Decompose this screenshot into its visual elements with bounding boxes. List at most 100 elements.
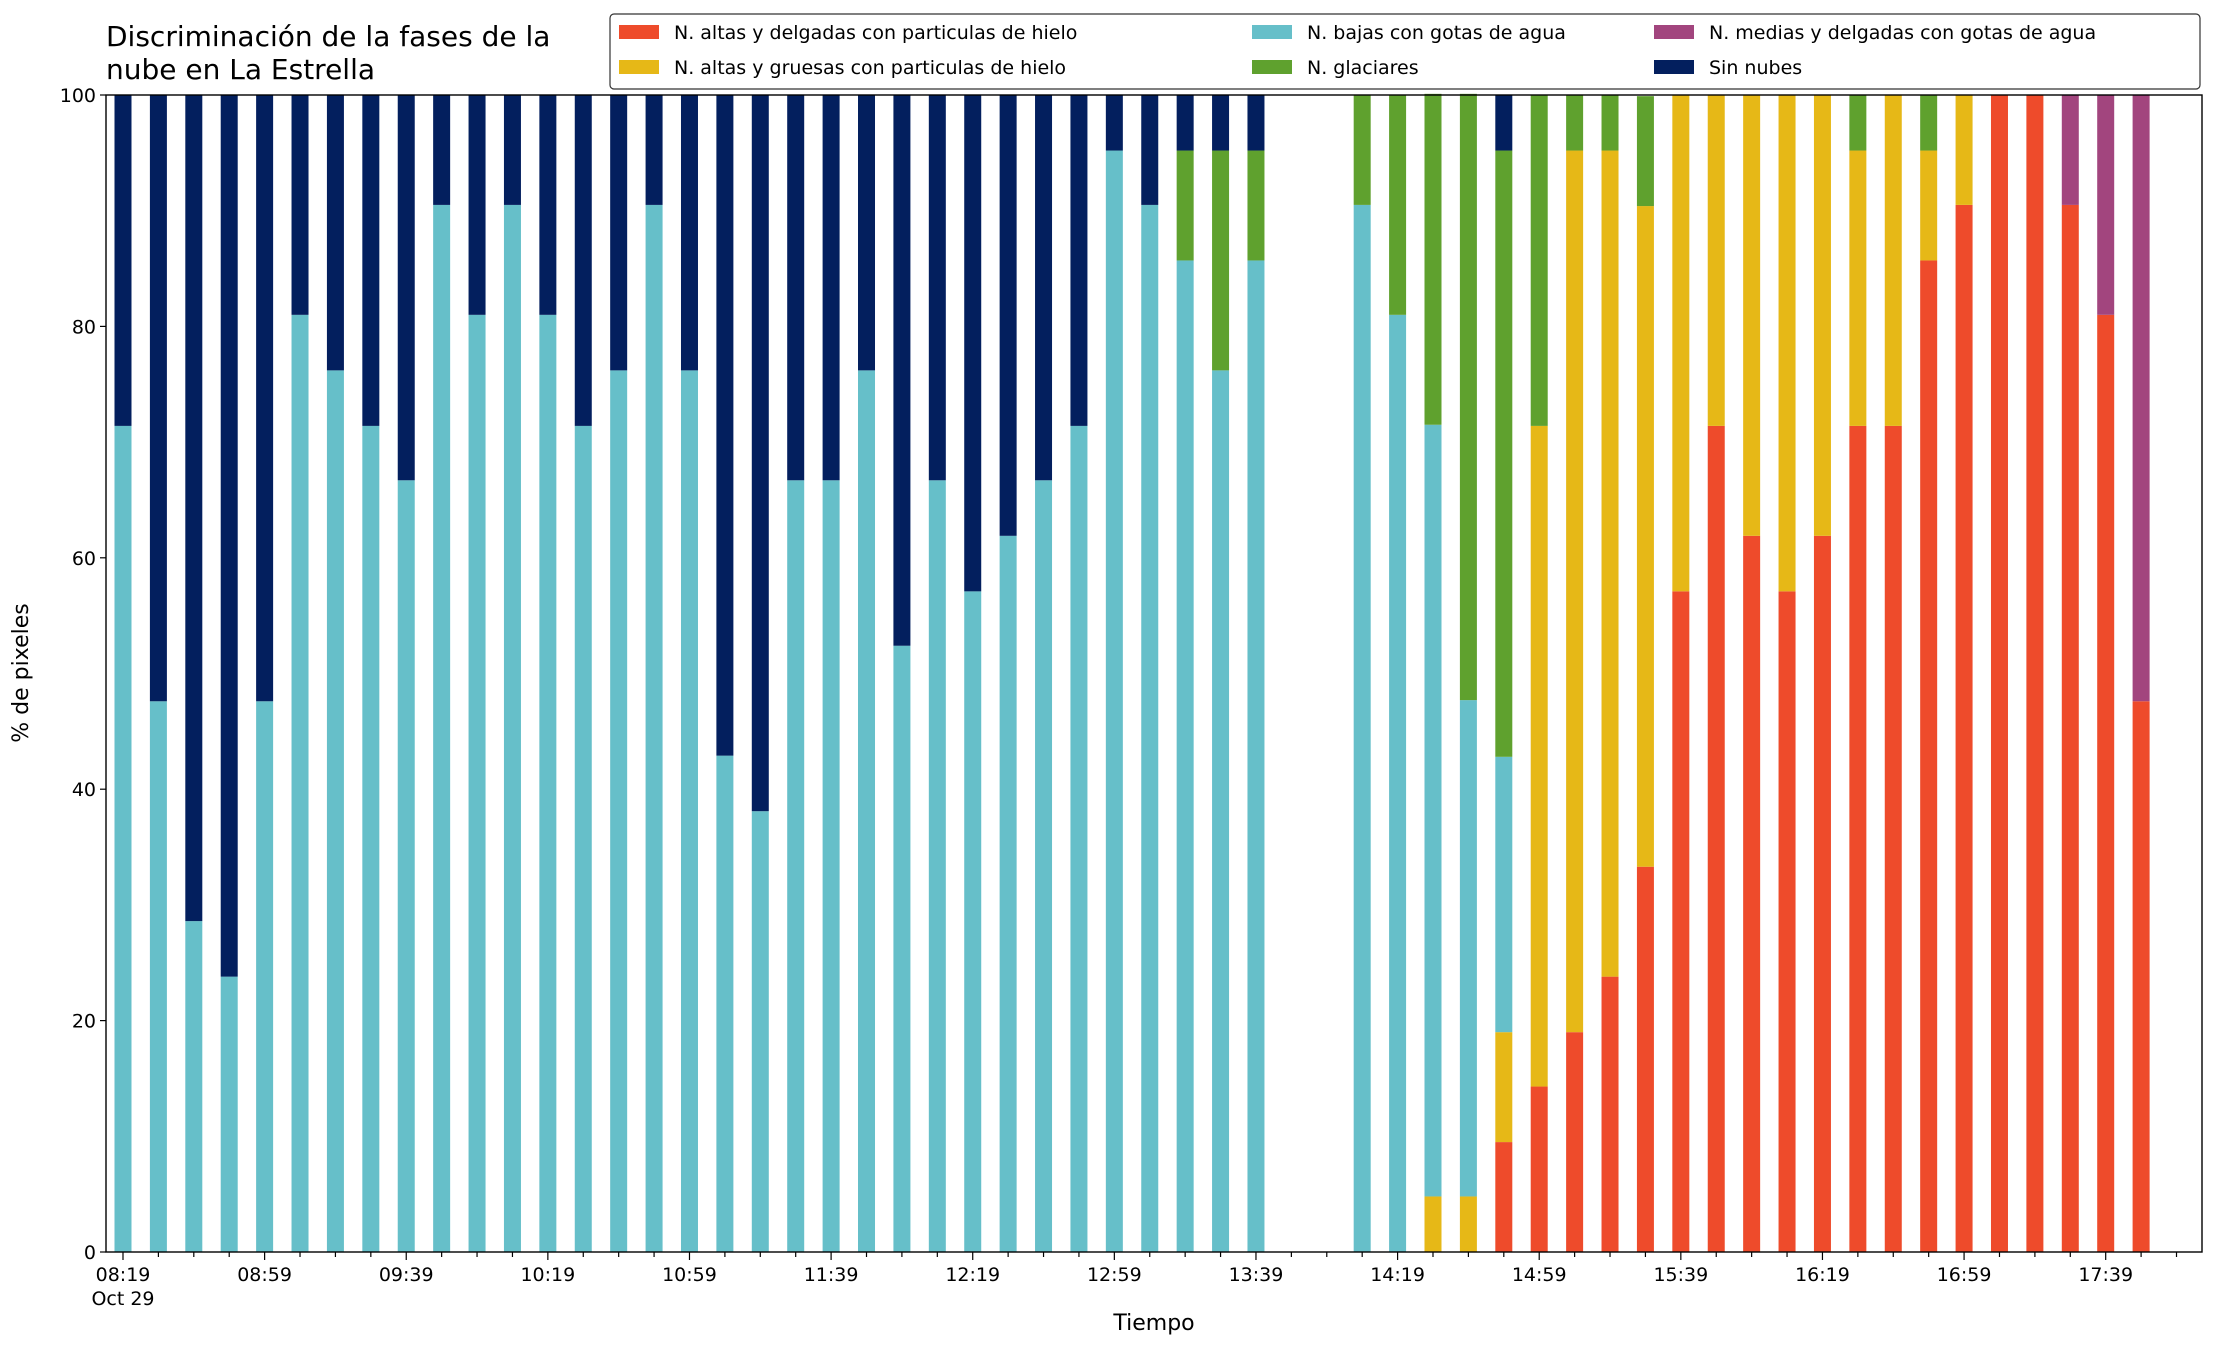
bar-segment xyxy=(1105,150,1123,1252)
legend-label: Sin nubes xyxy=(1709,57,1802,79)
bar-segment xyxy=(149,701,167,1252)
legend-swatch xyxy=(1654,60,1694,74)
bar-segment xyxy=(539,95,557,315)
bar-segment xyxy=(1813,95,1831,536)
bar-segment xyxy=(1247,150,1265,261)
bar-segment xyxy=(1495,150,1513,757)
bar-segment xyxy=(1353,204,1371,1252)
bar-segment xyxy=(291,95,309,315)
bar-segment xyxy=(928,95,946,481)
bar-segment xyxy=(787,95,805,481)
bar-segment xyxy=(610,370,628,1253)
legend-label: N. medias y delgadas con gotas de agua xyxy=(1709,22,2096,44)
bar-segment xyxy=(1566,150,1584,1033)
y-axis-label: % de pixeles xyxy=(9,603,34,742)
bar-segment xyxy=(1672,591,1690,1252)
x-tick-label: 14:59 xyxy=(1512,1264,1567,1286)
x-tick-label: 09:39 xyxy=(379,1264,434,1286)
bar-segment xyxy=(1636,96,1654,207)
bar-segment xyxy=(185,95,203,922)
bar-segment xyxy=(433,204,451,1252)
bar-segment xyxy=(1990,95,2008,1252)
bar-segment xyxy=(114,425,132,1253)
legend-swatch xyxy=(1252,25,1292,39)
bar-segment xyxy=(220,95,238,977)
bar-segment xyxy=(1176,95,1194,151)
bar-segment xyxy=(256,95,274,702)
x-axis-label: Tiempo xyxy=(1112,1311,1194,1336)
bar-segment xyxy=(1459,700,1477,1197)
bar-segment xyxy=(1070,425,1088,1253)
legend-label: N. glaciares xyxy=(1307,57,1419,79)
bar-segment xyxy=(2061,204,2079,1252)
x-date-label: Oct 29 xyxy=(91,1288,154,1310)
bar-segment xyxy=(893,645,911,1252)
x-tick-label: 11:39 xyxy=(804,1264,859,1286)
bar-segment xyxy=(574,95,592,426)
y-tick-label: 60 xyxy=(72,548,96,570)
bar-segment xyxy=(1389,95,1407,315)
legend: N. altas y delgadas con particulas de hi… xyxy=(609,13,2201,90)
x-tick-label: 16:19 xyxy=(1795,1264,1850,1286)
legend-label: N. altas y gruesas con particulas de hie… xyxy=(674,57,1066,79)
bar-segment xyxy=(1212,150,1230,371)
bar-segment xyxy=(999,535,1017,1252)
bar-segment xyxy=(1849,95,1867,151)
bar-segment xyxy=(1707,425,1725,1253)
x-tick-label: 08:59 xyxy=(237,1264,292,1286)
bar-segment xyxy=(362,95,380,426)
legend-swatch xyxy=(619,25,659,39)
bar-segment xyxy=(858,370,876,1253)
bar-segment xyxy=(1176,150,1194,261)
bar-segment xyxy=(149,95,167,702)
bar-segment xyxy=(468,95,486,315)
bar-segment xyxy=(1601,150,1619,977)
bar-segment xyxy=(1566,1032,1584,1252)
bar-segment xyxy=(220,976,238,1252)
bar-segment xyxy=(1530,1086,1548,1252)
bar-segment xyxy=(1955,95,1973,205)
bar-segment xyxy=(1495,1032,1513,1143)
x-tick-label: 10:19 xyxy=(520,1264,575,1286)
bar-segment xyxy=(1813,535,1831,1252)
bar-segment xyxy=(751,811,769,1252)
bar-segment xyxy=(2132,95,2150,702)
bar-segment xyxy=(645,95,663,205)
bar-segment xyxy=(1424,93,1442,425)
bar-segment xyxy=(893,95,911,646)
bar-segment xyxy=(1105,95,1123,151)
bar-segment xyxy=(1743,95,1761,536)
legend-swatch xyxy=(619,60,659,74)
bar-segment xyxy=(1920,150,1938,261)
bar-segment xyxy=(2061,95,2079,205)
bar-segment xyxy=(1849,150,1867,426)
bar-segment xyxy=(2026,95,2044,1252)
y-tick-label: 80 xyxy=(72,316,96,338)
y-tick-label: 0 xyxy=(84,1242,96,1264)
bar-segment xyxy=(999,95,1017,536)
bar-segment xyxy=(1672,95,1690,592)
bar-segment xyxy=(858,95,876,371)
bar-segment xyxy=(1247,95,1265,151)
y-tick-label: 40 xyxy=(72,779,96,801)
bar-segment xyxy=(1849,425,1867,1253)
bar-segment xyxy=(1389,314,1407,1253)
bar-segment xyxy=(2097,95,2115,315)
bar-segment xyxy=(1495,1142,1513,1252)
bar-segment xyxy=(503,95,521,205)
bar-segment xyxy=(114,95,132,426)
bar-segment xyxy=(539,314,557,1253)
x-tick-label: 10:59 xyxy=(662,1264,717,1286)
bar-segment xyxy=(1743,535,1761,1252)
bar-segment xyxy=(1707,95,1725,426)
bar-segment xyxy=(645,204,663,1252)
bar-segment xyxy=(362,425,380,1253)
plot-frame xyxy=(105,94,2203,1253)
bar-segment xyxy=(1212,95,1230,151)
bar-segment xyxy=(1070,95,1088,426)
bar-segment xyxy=(574,425,592,1253)
x-tick-label: 13:39 xyxy=(1229,1264,1284,1286)
bar-segment xyxy=(680,95,698,371)
